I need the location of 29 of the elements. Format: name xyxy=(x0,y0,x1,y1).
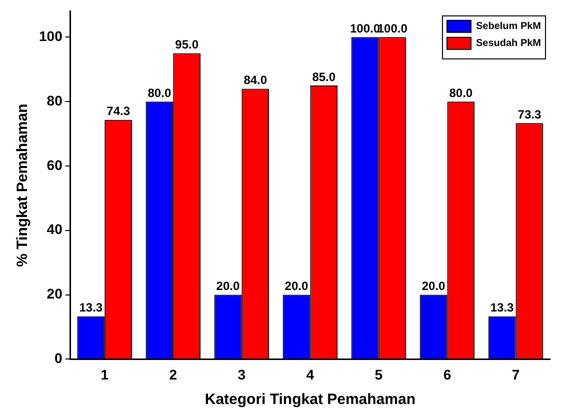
y-tick-label: 0 xyxy=(54,350,63,366)
x-tick-label: 3 xyxy=(238,366,246,382)
data-label: 13.3 xyxy=(490,300,514,315)
legend-label: Sesudah PkM xyxy=(476,38,542,50)
x-tick-label: 1 xyxy=(100,366,109,382)
data-label: 20.0 xyxy=(422,279,446,294)
y-tick-label: 40 xyxy=(46,221,63,238)
legend-label: Sebelum PkM xyxy=(476,21,542,32)
data-label: 95.0 xyxy=(175,38,199,52)
y-tick-label: 60 xyxy=(46,156,63,173)
y-axis-title: % Tingkat Pemahaman xyxy=(14,104,32,267)
x-axis-title: Kategori Tingkat Pemahaman xyxy=(204,391,416,408)
x-tick-label: 4 xyxy=(306,366,314,382)
data-label: 80.0 xyxy=(449,86,473,100)
data-label: 20.0 xyxy=(216,279,240,294)
x-tick-label: 5 xyxy=(374,366,383,382)
x-tick-label: 2 xyxy=(169,366,178,382)
data-label: 84.0 xyxy=(244,73,268,87)
data-label: 74.3 xyxy=(106,104,130,118)
y-tick-label: 100 xyxy=(39,28,63,44)
data-label: 85.0 xyxy=(312,70,336,84)
x-tick-label: 6 xyxy=(443,366,452,382)
y-tick-label: 20 xyxy=(46,286,63,302)
x-tick-label: 7 xyxy=(512,366,520,382)
y-tick-label: 80 xyxy=(46,92,63,108)
data-label: 13.3 xyxy=(79,300,103,315)
data-label: 20.0 xyxy=(284,279,308,294)
data-label: 80.0 xyxy=(148,86,172,100)
data-label: 73.3 xyxy=(518,107,542,122)
